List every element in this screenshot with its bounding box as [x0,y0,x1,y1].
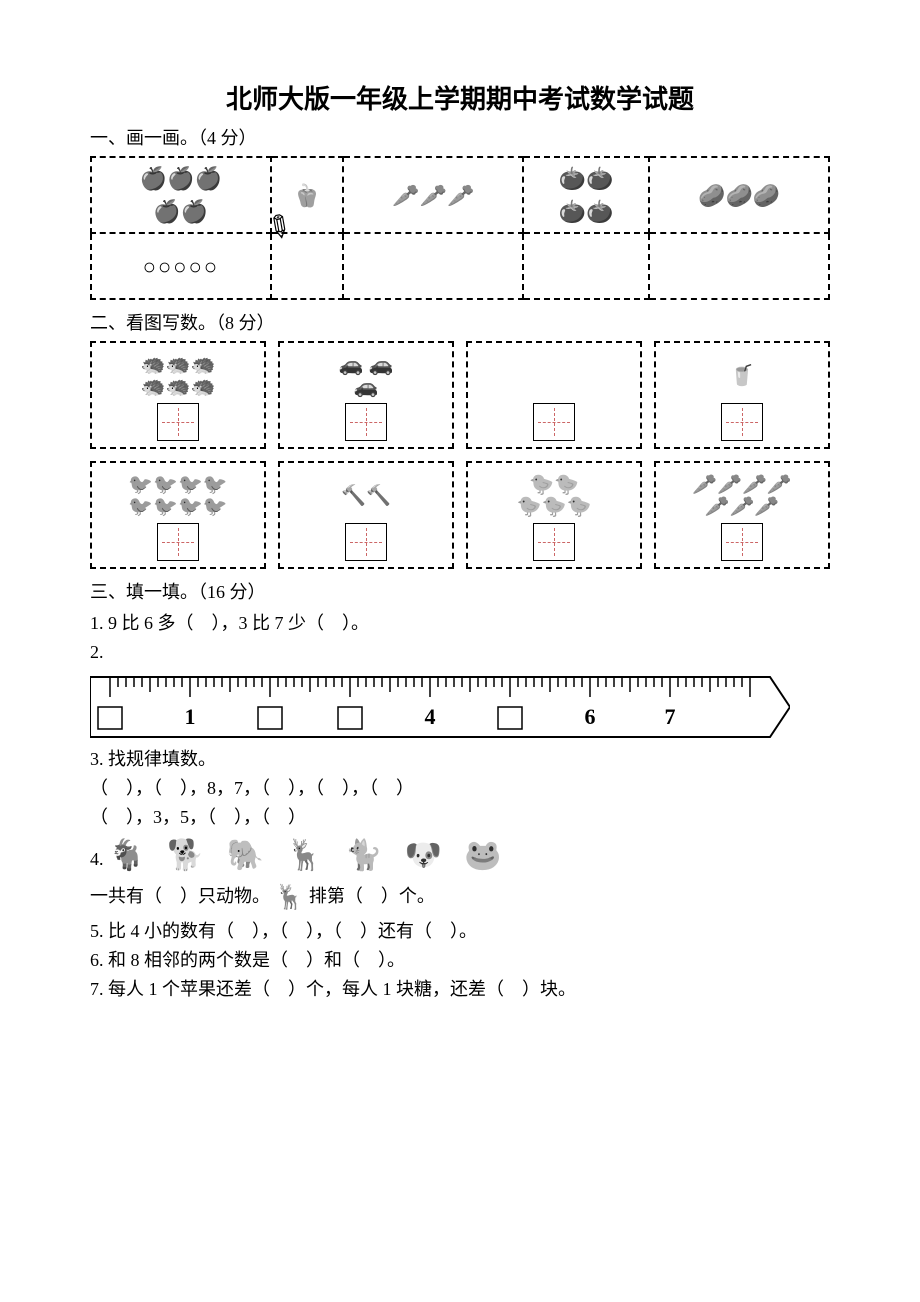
q2-icons-1: 🦔🦔🦔 🦔🦔🦔 [141,349,216,403]
q2-icons-6: 🔨🔨 [341,469,391,523]
q1-top-5-content: 🥔🥔🥔 [698,183,780,208]
q2-icons-2: 🚗 🚗 🚗 [339,349,394,403]
q3-5: 5. 比 4 小的数有（ ），（ ），（ ）还有（ ）。 [90,918,830,945]
q1-top-2-content: 🫑 [293,183,320,208]
q1-top-4: 🍅🍅 🍅🍅 [523,157,649,233]
ruler-num-7: 7 [665,704,676,729]
q2-grid: 🦔🦔🦔 🦔🦔🦔 🚗 🚗 🚗 🥤 🐦🐦🐦🐦 🐦🐦🐦🐦 🔨🔨 🐤🐤 🐤🐤🐤 🥕🥕🥕🥕… [90,341,830,569]
q2-card-2: 🚗 🚗 🚗 [278,341,454,449]
q1-bottom-4[interactable] [523,233,649,299]
deer-icon: 🦌 [275,880,305,916]
ruler-num-6: 6 [585,704,596,729]
section-1-header: 一、画一画。（4 分） [90,125,830,152]
section-3-header: 三、填一填。（16 分） [90,579,830,606]
q2-answer-6[interactable] [345,523,387,561]
q1-top-1-content: 🍎🍎🍎 🍎🍎 [140,166,222,224]
q2-answer-4[interactable] [721,403,763,441]
q2-card-8: 🥕🥕🥕🥕 🥕🥕🥕 [654,461,830,569]
q3-2-prefix: 2. [90,639,830,666]
q2-card-5: 🐦🐦🐦🐦 🐦🐦🐦🐦 [90,461,266,569]
q1-example-circles: ○○○○○ [143,254,219,279]
q3-4-prefix: 4. [90,849,104,869]
q2-answer-1[interactable] [157,403,199,441]
ruler: 1 4 6 7 [90,672,830,742]
q2-card-6: 🔨🔨 [278,461,454,569]
q2-answer-2[interactable] [345,403,387,441]
ruler-svg: 1 4 6 7 [90,672,790,742]
q2-icons-5: 🐦🐦🐦🐦 🐦🐦🐦🐦 [128,469,228,523]
q2-card-4: 🥤 [654,341,830,449]
ruler-num-1: 1 [185,704,196,729]
q3-4: 4. 🐐🐕🐘🦌🐈🐶🐸 [90,833,830,878]
q1-table: 🍎🍎🍎 🍎🍎 🫑 ✎ 🥕🥕🥕 🍅🍅 🍅🍅 🥔🥔🥔 ○○○○○ [90,156,830,300]
q1-bottom-3[interactable] [343,233,523,299]
q2-answer-7[interactable] [533,523,575,561]
q2-answer-3[interactable] [533,403,575,441]
q1-top-2: 🫑 ✎ [271,157,344,233]
q1-top-4-content: 🍅🍅 🍅🍅 [559,166,614,224]
q3-4-text: 一共有（ ）只动物。 🦌 排第（ ）个。 [90,880,830,916]
q2-card-1: 🦔🦔🦔 🦔🦔🦔 [90,341,266,449]
section-2-header: 二、看图写数。（8 分） [90,310,830,337]
q1-bottom-5[interactable] [649,233,829,299]
q3-6: 6. 和 8 相邻的两个数是（ ）和（ ）。 [90,947,830,974]
q2-icons-4: 🥤 [730,349,755,403]
q2-card-3 [466,341,642,449]
q3-4-text-b: 排第（ ）个。 [309,886,435,906]
ruler-num-4: 4 [425,704,436,729]
q1-bottom-1: ○○○○○ [91,233,271,299]
q2-answer-5[interactable] [157,523,199,561]
q3-7: 7. 每人 1 个苹果还差（ ）个，每人 1 块糖，还差（ ）块。 [90,976,830,1003]
q1-top-3-content: 🥕🥕🥕 [392,183,474,208]
q2-icons-7: 🐤🐤 🐤🐤🐤 [517,469,592,523]
q3-3b: （ ），3，5，（ ），（ ） [90,804,830,831]
page-title: 北师大版一年级上学期期中考试数学试题 [90,80,830,119]
q2-answer-8[interactable] [721,523,763,561]
q3-4-text-a: 一共有（ ）只动物。 [90,886,270,906]
q3-3: 3. 找规律填数。 [90,746,830,773]
q1-top-3: 🥕🥕🥕 [343,157,523,233]
q3-1: 1. 9 比 6 多（ ），3 比 7 少（ ）。 [90,610,830,637]
q3-3a: （ ），（ ），8，7，（ ），（ ），（ ） [90,775,830,802]
q1-top-1: 🍎🍎🍎 🍎🍎 [91,157,271,233]
q2-icons-8: 🥕🥕🥕🥕 🥕🥕🥕 [692,469,792,523]
animals-row: 🐐🐕🐘🦌🐈🐶🐸 [108,839,523,872]
q1-top-5: 🥔🥔🥔 [649,157,829,233]
q2-card-7: 🐤🐤 🐤🐤🐤 [466,461,642,569]
